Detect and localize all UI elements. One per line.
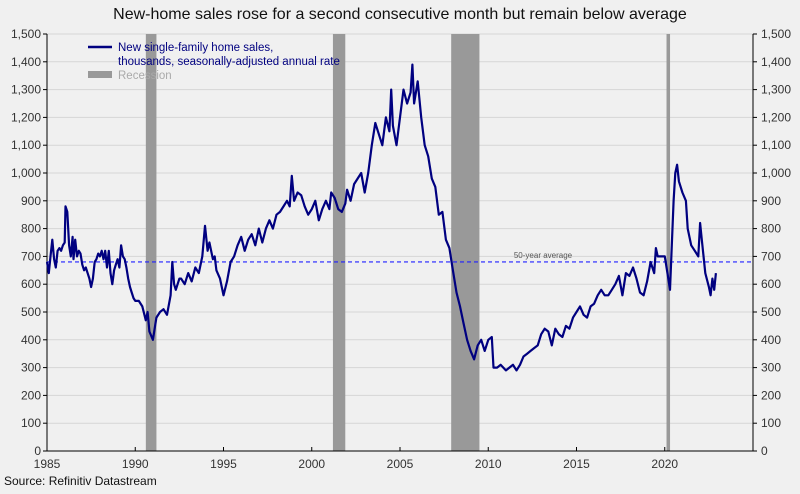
x-tick-label: 1995	[210, 457, 237, 471]
y-tick-label-left: 500	[21, 305, 41, 319]
y-tick-label-left: 1,000	[11, 166, 41, 180]
y-tick-label-left: 1,500	[11, 27, 41, 41]
y-tick-label-right: 600	[761, 277, 781, 291]
chart-title: New-home sales rose for a second consecu…	[113, 6, 687, 23]
y-tick-label-right: 400	[761, 333, 781, 347]
y-tick-label-left: 700	[21, 249, 41, 263]
y-tick-label-left: 800	[21, 222, 41, 236]
y-tick-label-left: 600	[21, 277, 41, 291]
x-tick-label: 2005	[387, 457, 414, 471]
y-tick-label-right: 1,300	[761, 83, 791, 97]
x-tick-label: 1985	[34, 457, 61, 471]
y-tick-label-left: 1,100	[11, 138, 41, 152]
source-note: Source: Refinitiv Datastream	[4, 474, 157, 488]
recession-bar	[451, 34, 480, 451]
x-tick-label: 2020	[651, 457, 678, 471]
y-tick-label-left: 1,400	[11, 55, 41, 69]
legend-series-label: New single-family home sales,	[118, 42, 273, 54]
y-tick-label-right: 300	[761, 361, 781, 375]
x-tick-label: 1990	[122, 457, 149, 471]
series-line-new-home-sales	[45, 63, 717, 372]
x-tick-label: 2000	[298, 457, 325, 471]
y-tick-label-left: 1,200	[11, 110, 41, 124]
y-tick-label-left: 100	[21, 416, 41, 430]
y-tick-label-right: 1,100	[761, 138, 791, 152]
y-tick-label-left: 300	[21, 361, 41, 375]
legend-recession-swatch	[88, 71, 112, 78]
recession-bar	[145, 34, 157, 451]
y-tick-label-right: 0	[761, 444, 768, 458]
y-tick-label-left: 0	[34, 444, 41, 458]
y-tick-label-right: 900	[761, 194, 781, 208]
y-tick-label-right: 1,500	[761, 27, 791, 41]
y-tick-label-right: 700	[761, 249, 781, 263]
legend-recession-label: Recession	[118, 70, 172, 82]
y-tick-label-left: 1,300	[11, 83, 41, 97]
y-tick-label-right: 100	[761, 416, 781, 430]
x-tick-label: 2015	[563, 457, 590, 471]
recession-bar	[332, 34, 346, 451]
y-tick-label-left: 400	[21, 333, 41, 347]
x-tick-label: 2010	[475, 457, 502, 471]
y-tick-label-left: 200	[21, 388, 41, 402]
recession-bar	[666, 34, 671, 451]
average-label: 50-year average	[514, 251, 573, 260]
legend-series-label-line2: thousands, seasonally-adjusted annual ra…	[118, 56, 340, 68]
y-tick-label-right: 1,000	[761, 166, 791, 180]
y-tick-label-right: 200	[761, 388, 781, 402]
y-tick-label-right: 800	[761, 222, 781, 236]
y-tick-label-left: 900	[21, 194, 41, 208]
y-tick-label-right: 1,200	[761, 110, 791, 124]
y-tick-label-right: 1,400	[761, 55, 791, 69]
y-tick-label-right: 500	[761, 305, 781, 319]
